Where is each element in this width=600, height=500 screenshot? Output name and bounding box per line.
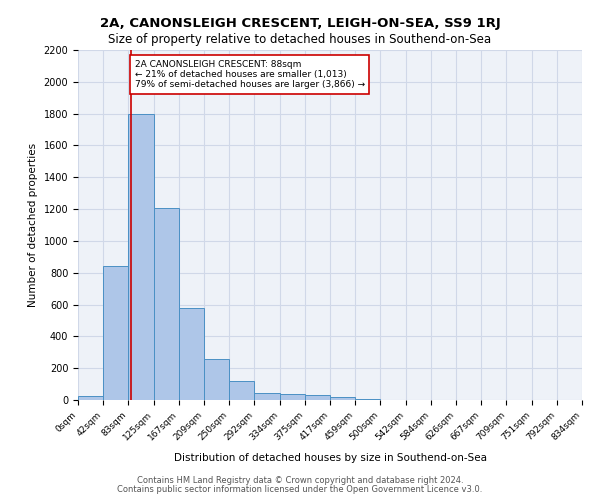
- Bar: [355, 398, 380, 400]
- Bar: [330, 397, 355, 400]
- Text: 2A CANONSLEIGH CRESCENT: 88sqm
← 21% of detached houses are smaller (1,013)
79% : 2A CANONSLEIGH CRESCENT: 88sqm ← 21% of …: [135, 60, 365, 90]
- Bar: [229, 381, 254, 400]
- Bar: [128, 114, 154, 400]
- Bar: [179, 308, 205, 400]
- Text: Size of property relative to detached houses in Southend-on-Sea: Size of property relative to detached ho…: [109, 32, 491, 46]
- Bar: [305, 395, 330, 400]
- Bar: [254, 393, 280, 400]
- Y-axis label: Number of detached properties: Number of detached properties: [28, 143, 38, 307]
- Bar: [154, 208, 179, 400]
- X-axis label: Distribution of detached houses by size in Southend-on-Sea: Distribution of detached houses by size …: [173, 453, 487, 463]
- Bar: [78, 396, 103, 400]
- Bar: [103, 266, 128, 400]
- Bar: [205, 360, 229, 400]
- Bar: [280, 394, 305, 400]
- Text: 2A, CANONSLEIGH CRESCENT, LEIGH-ON-SEA, SS9 1RJ: 2A, CANONSLEIGH CRESCENT, LEIGH-ON-SEA, …: [100, 18, 500, 30]
- Text: Contains public sector information licensed under the Open Government Licence v3: Contains public sector information licen…: [118, 484, 482, 494]
- Text: Contains HM Land Registry data © Crown copyright and database right 2024.: Contains HM Land Registry data © Crown c…: [137, 476, 463, 485]
